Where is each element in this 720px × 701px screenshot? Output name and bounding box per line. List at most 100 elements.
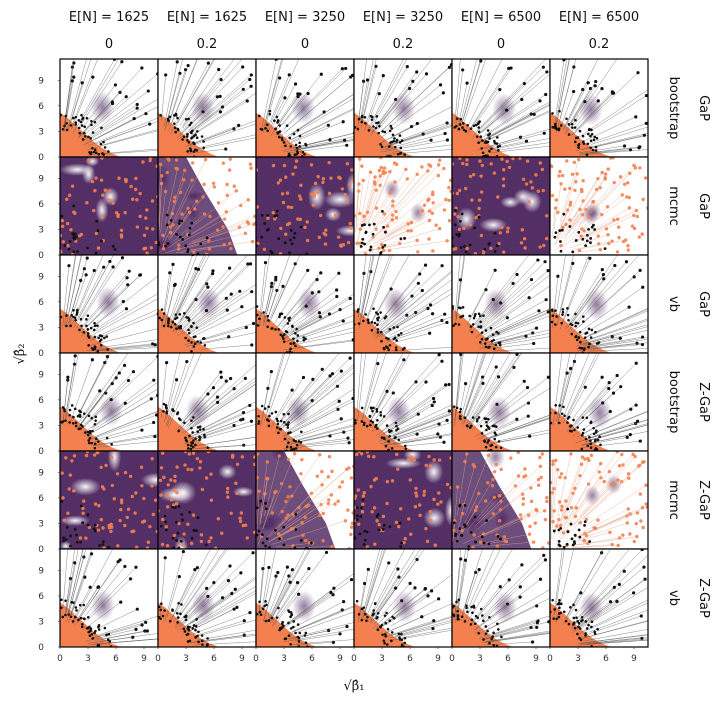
- estimate-point: [570, 46, 573, 49]
- estimate-line: [72, 59, 115, 135]
- estimate-line: [360, 66, 377, 128]
- estimate-line: [179, 69, 219, 127]
- estimate-point: [89, 552, 94, 556]
- estimate-point: [83, 135, 87, 138]
- true-value-point: [382, 166, 387, 170]
- estimate-point: [390, 127, 394, 130]
- estimate-line: [93, 339, 158, 349]
- estimate-line: [493, 347, 550, 352]
- true-value-point: [474, 215, 478, 220]
- estimate-point: [202, 146, 206, 150]
- estimate-line: [590, 126, 648, 145]
- true-value-point: [431, 190, 435, 195]
- estimate-point: [176, 616, 180, 619]
- estimate-line: [362, 549, 385, 621]
- estimate-point: [365, 530, 369, 534]
- estimate-point: [395, 428, 398, 432]
- estimate-point: [261, 607, 265, 611]
- estimate-line: [383, 405, 433, 434]
- estimate-line: [189, 120, 256, 146]
- estimate-point: [578, 636, 581, 640]
- estimate-line: [382, 401, 435, 434]
- estimate-line: [577, 508, 629, 536]
- estimate-point: [471, 323, 475, 326]
- estimate-line: [481, 419, 517, 437]
- estimate-point: [62, 536, 65, 540]
- estimate-point: [494, 445, 498, 449]
- estimate-point: [77, 126, 81, 130]
- true-value-point: [563, 187, 567, 191]
- estimate-line: [160, 191, 166, 233]
- true-value-point: [220, 531, 224, 535]
- estimate-point: [158, 316, 161, 320]
- estimate-point: [461, 306, 465, 309]
- estimate-line: [263, 455, 280, 517]
- true-value-point: [116, 544, 120, 548]
- estimate-point: [345, 143, 349, 147]
- estimate-line: [377, 381, 427, 429]
- estimate-point: [488, 641, 491, 645]
- true-value-point: [550, 164, 553, 168]
- estimate-line: [480, 627, 532, 641]
- estimate-line: [577, 408, 631, 438]
- estimate-point: [524, 334, 528, 338]
- estimate-point: [673, 332, 676, 335]
- true-value-point: [521, 177, 526, 182]
- estimate-line: [389, 123, 452, 145]
- estimate-line: [586, 320, 648, 342]
- estimate-line: [168, 255, 193, 323]
- estimate-point: [499, 446, 503, 450]
- estimate-line: [455, 549, 466, 623]
- true-value-point: [529, 180, 533, 184]
- estimate-point: [289, 347, 292, 351]
- true-value-point: [135, 198, 139, 202]
- estimate-line: [262, 77, 280, 133]
- true-value-point: [292, 451, 297, 456]
- estimate-point: [388, 434, 391, 438]
- estimate-point: [110, 381, 114, 386]
- true-value-point: [436, 502, 440, 506]
- true-value-point: [198, 466, 202, 470]
- estimate-point: [384, 230, 387, 234]
- y-tick-label: 3: [38, 225, 44, 235]
- estimate-line: [575, 287, 643, 335]
- true-value-point: [85, 200, 89, 205]
- estimate-point: [369, 423, 372, 427]
- estimate-line: [377, 210, 423, 240]
- true-value-point: [578, 520, 582, 525]
- estimate-point: [169, 325, 173, 329]
- estimate-point: [641, 335, 645, 339]
- estimate-line: [283, 138, 354, 153]
- estimate-line: [571, 483, 612, 527]
- estimate-line: [389, 313, 433, 336]
- estimate-line: [192, 123, 256, 146]
- true-value-point: [373, 542, 377, 546]
- estimate-point: [452, 604, 456, 608]
- estimate-line: [263, 59, 282, 128]
- true-value-point: [437, 226, 442, 231]
- estimate-point: [581, 315, 585, 318]
- estimate-point: [331, 593, 335, 597]
- true-value-point: [340, 187, 345, 191]
- true-value-point: [297, 194, 302, 198]
- estimate-point: [685, 629, 688, 632]
- estimate-point: [289, 228, 293, 232]
- column-header-p: 0.2: [197, 37, 218, 52]
- true-value-point: [150, 457, 154, 461]
- estimate-line: [171, 569, 196, 618]
- true-value-point: [350, 521, 354, 526]
- estimate-line: [259, 255, 270, 328]
- true-value-point: [632, 213, 636, 218]
- panel-mcmc-4-4: [451, 450, 551, 550]
- estimate-point: [384, 621, 388, 625]
- estimate-point: [292, 620, 296, 623]
- true-value-point: [604, 227, 609, 231]
- x-axis-label: √β̂₁: [343, 679, 364, 694]
- estimate-line: [187, 125, 239, 146]
- estimate-point: [206, 392, 210, 396]
- estimate-point: [191, 445, 195, 449]
- estimate-point: [338, 632, 342, 636]
- estimate-point: [361, 498, 365, 502]
- estimate-line: [467, 549, 513, 622]
- estimate-point: [295, 581, 300, 585]
